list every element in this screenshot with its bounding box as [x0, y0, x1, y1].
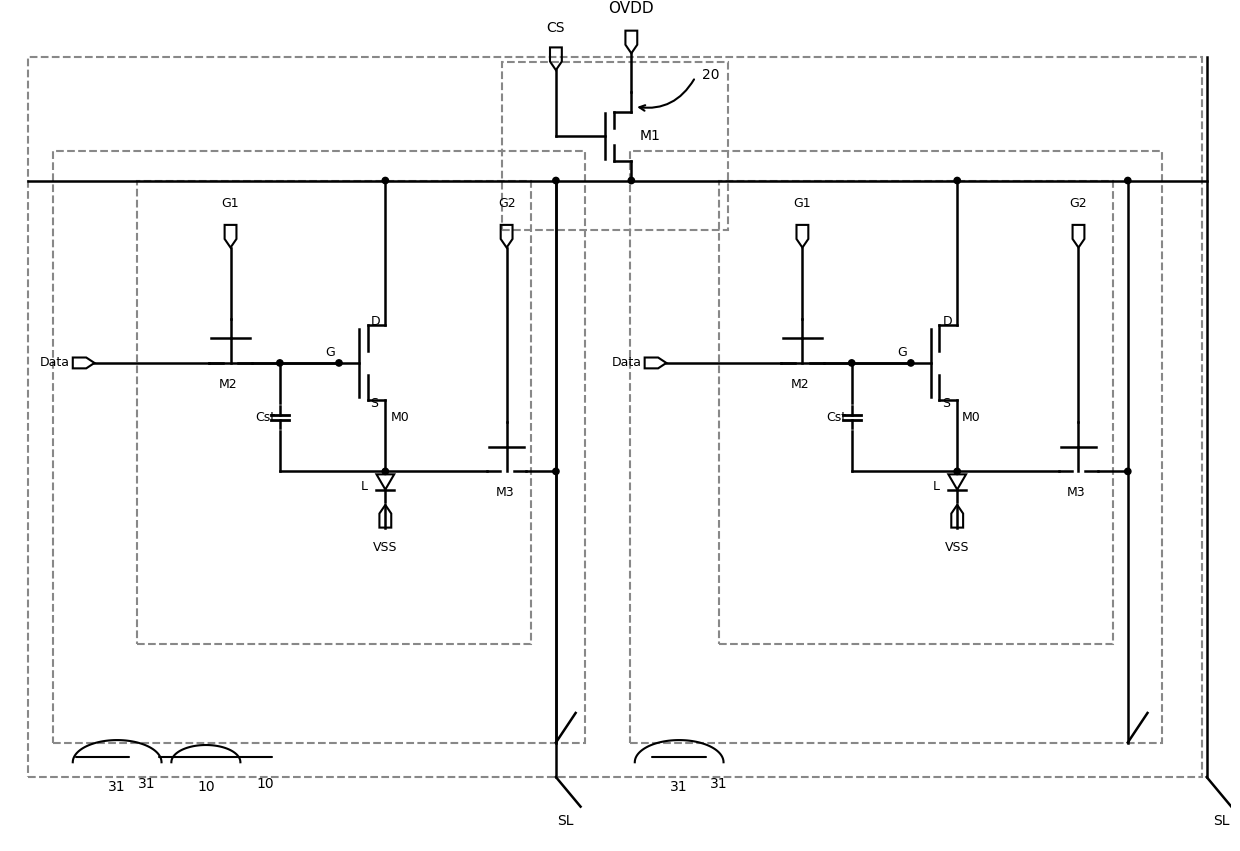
Text: M0: M0	[391, 411, 409, 424]
Bar	[719, 180, 1114, 644]
Text: 31: 31	[138, 777, 155, 791]
Circle shape	[553, 177, 559, 184]
Text: SL: SL	[558, 814, 574, 827]
Text: OVDD: OVDD	[609, 1, 655, 16]
Text: 10: 10	[197, 780, 215, 794]
Text: Data: Data	[611, 357, 641, 369]
Text: 31: 31	[108, 780, 126, 794]
Text: G: G	[325, 346, 335, 359]
Bar	[136, 180, 531, 644]
Text: L: L	[361, 480, 367, 493]
Circle shape	[336, 360, 342, 366]
Text: 31: 31	[671, 780, 688, 794]
Circle shape	[954, 468, 960, 475]
Circle shape	[382, 468, 388, 475]
Circle shape	[553, 468, 559, 475]
Circle shape	[908, 360, 914, 366]
Text: G1: G1	[222, 197, 239, 210]
Text: 31: 31	[709, 777, 728, 791]
Text: 10: 10	[257, 777, 274, 791]
Text: CS: CS	[547, 20, 565, 35]
Text: M1: M1	[640, 129, 660, 143]
Text: G2: G2	[497, 197, 516, 210]
Text: M0: M0	[962, 411, 981, 424]
Bar	[29, 57, 1202, 777]
Text: L: L	[932, 480, 940, 493]
Text: G1: G1	[794, 197, 811, 210]
Circle shape	[629, 177, 635, 184]
Text: D: D	[942, 316, 952, 328]
Bar	[502, 62, 728, 230]
Text: M2: M2	[791, 378, 810, 391]
Circle shape	[848, 360, 854, 366]
Text: SL: SL	[1213, 814, 1230, 827]
Text: Cst: Cst	[827, 411, 847, 424]
Text: S: S	[942, 397, 950, 410]
Circle shape	[382, 177, 388, 184]
Circle shape	[277, 360, 283, 366]
Text: Cst: Cst	[254, 411, 275, 424]
Text: VSS: VSS	[373, 541, 398, 554]
Text: VSS: VSS	[945, 541, 970, 554]
Text: M3: M3	[495, 486, 513, 500]
Text: Data: Data	[40, 357, 69, 369]
Text: D: D	[371, 316, 381, 328]
Bar	[53, 151, 585, 743]
Circle shape	[1125, 468, 1131, 475]
Text: 20: 20	[702, 68, 720, 82]
Bar	[630, 151, 1162, 743]
Circle shape	[954, 177, 960, 184]
Text: M3: M3	[1068, 486, 1086, 500]
Circle shape	[1125, 177, 1131, 184]
Text: M2: M2	[219, 378, 238, 391]
Text: G2: G2	[1070, 197, 1087, 210]
Text: G: G	[898, 346, 906, 359]
Text: S: S	[371, 397, 378, 410]
